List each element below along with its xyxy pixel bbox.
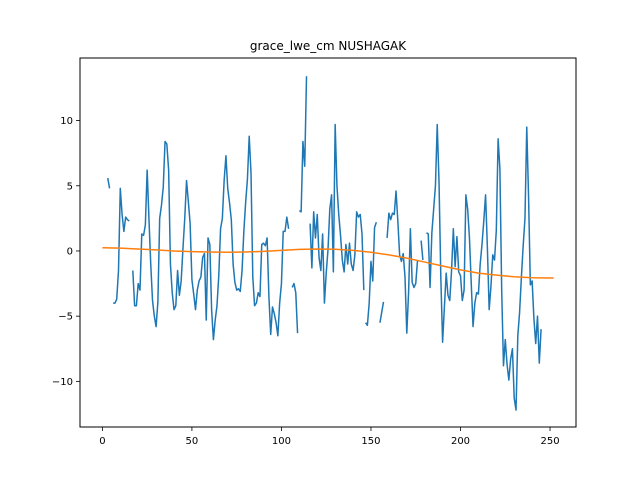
x-axis: 0 50 100 150 200 250 (99, 427, 560, 447)
chart-title: grace_lwe_cm NUSHAGAK (250, 39, 407, 53)
x-tick-label: 150 (361, 436, 380, 447)
x-tick-label: 100 (272, 436, 291, 447)
y-tick-label: 0 (67, 246, 73, 257)
y-tick-label: −10 (52, 377, 73, 388)
x-tick-label: 50 (186, 436, 199, 447)
x-tick-label: 250 (540, 436, 559, 447)
x-tick-label: 0 (99, 436, 105, 447)
plot-frame (79, 57, 577, 428)
plot-lines (102, 76, 554, 411)
x-tick-label: 200 (451, 436, 470, 447)
y-tick-label: 10 (60, 116, 73, 127)
y-tick-label: −5 (58, 312, 73, 323)
y-axis: −10 −5 0 5 10 (52, 116, 80, 388)
y-tick-label: 5 (67, 181, 73, 192)
series-line-2 (102, 246, 554, 279)
